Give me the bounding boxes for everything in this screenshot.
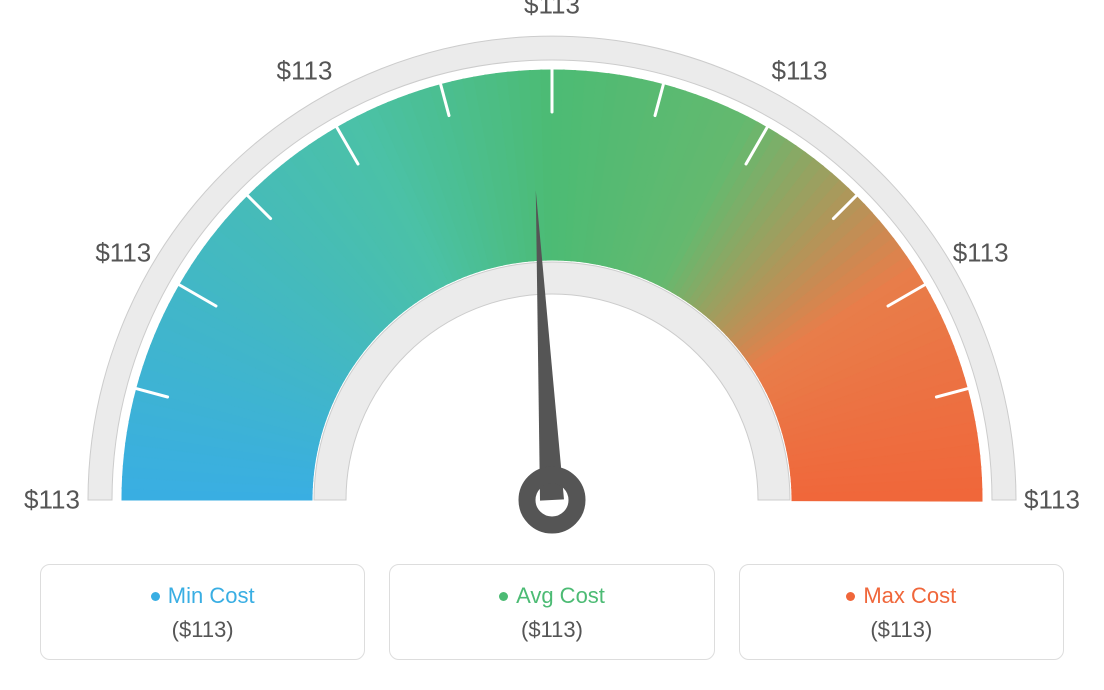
gauge-tick-label: $113 — [772, 56, 828, 87]
legend-min-label: Min Cost — [168, 583, 255, 609]
legend-max-label: Max Cost — [863, 583, 956, 609]
gauge-tick-label: $113 — [953, 237, 1009, 268]
legend-avg-value: ($113) — [521, 617, 583, 643]
legend-min-top: Min Cost — [151, 583, 255, 609]
gauge-tick-label: $113 — [1024, 485, 1080, 516]
legend-avg-top: Avg Cost — [499, 583, 605, 609]
legend-avg-label: Avg Cost — [516, 583, 605, 609]
gauge-tick-label: $113 — [24, 485, 80, 516]
legend-max-top: Max Cost — [846, 583, 956, 609]
legend-dot-max — [846, 592, 855, 601]
legend-row: Min Cost ($113) Avg Cost ($113) Max Cost… — [40, 564, 1064, 660]
legend-max-value: ($113) — [870, 617, 932, 643]
gauge-tick-label: $113 — [95, 237, 151, 268]
legend-dot-min — [151, 592, 160, 601]
gauge-tick-label: $113 — [524, 0, 580, 21]
cost-gauge-chart: $113 $113 $113 $113 $113 $113 $113 Min Cost ($… — [0, 0, 1104, 690]
gauge-area: $113 $113 $113 $113 $113 $113 $113 — [0, 0, 1104, 560]
gauge-tick-label: $113 — [277, 56, 333, 87]
legend-dot-avg — [499, 592, 508, 601]
legend-card-min: Min Cost ($113) — [40, 564, 365, 660]
legend-card-max: Max Cost ($113) — [739, 564, 1064, 660]
gauge-svg — [0, 0, 1104, 560]
legend-card-avg: Avg Cost ($113) — [389, 564, 714, 660]
legend-min-value: ($113) — [172, 617, 234, 643]
